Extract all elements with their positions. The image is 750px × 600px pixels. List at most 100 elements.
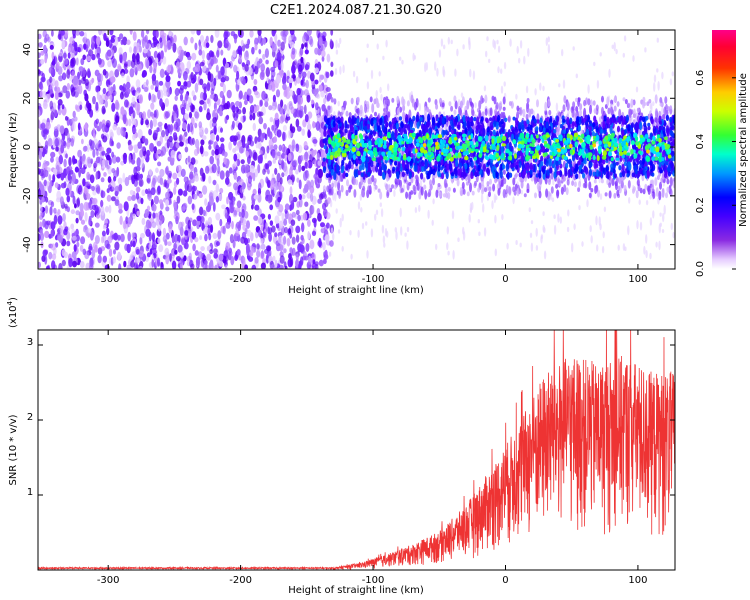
heatmap-cell bbox=[188, 138, 193, 146]
heatmap-cell bbox=[199, 145, 204, 155]
heatmap-cell bbox=[170, 36, 174, 47]
heatmap-cell bbox=[80, 167, 86, 175]
heatmap-cell bbox=[240, 159, 245, 165]
heatmap-cell bbox=[503, 81, 506, 87]
heatmap-cell bbox=[61, 72, 67, 81]
heatmap-cell bbox=[561, 48, 564, 57]
heatmap-cell bbox=[117, 234, 121, 241]
heatmap-cell bbox=[306, 123, 312, 131]
heatmap-cell bbox=[298, 179, 302, 190]
heatmap-cell bbox=[204, 233, 208, 242]
heatmap-cell bbox=[191, 90, 195, 97]
heatmap-cell bbox=[168, 172, 172, 179]
heatmap-cell bbox=[468, 40, 471, 51]
heatmap-cell bbox=[385, 39, 388, 48]
heatmap-cell bbox=[272, 255, 276, 262]
heatmap-cell bbox=[115, 101, 120, 111]
heatmap-cell bbox=[68, 156, 72, 167]
heatmap-cell bbox=[132, 213, 136, 220]
heatmap-cell bbox=[274, 215, 280, 225]
heatmap-cell bbox=[242, 195, 246, 201]
heatmap-cell bbox=[132, 127, 137, 134]
heatmap-cell bbox=[437, 164, 441, 172]
heatmap-cell bbox=[258, 116, 264, 125]
heatmap-cell bbox=[264, 222, 268, 230]
heatmap-cell bbox=[178, 153, 183, 160]
heatmap-cell bbox=[447, 187, 451, 192]
heatmap-cell bbox=[488, 58, 491, 64]
heatmap-cell bbox=[553, 224, 557, 235]
heatmap-cell bbox=[587, 84, 590, 94]
heatmap-cell bbox=[423, 184, 427, 190]
heatmap-cell bbox=[56, 61, 60, 69]
heatmap-cell bbox=[519, 40, 523, 49]
heatmap-cell bbox=[382, 55, 385, 61]
heatmap-cell bbox=[97, 57, 102, 65]
heatmap-cell bbox=[88, 49, 94, 57]
heatmap-cell bbox=[314, 79, 319, 85]
heatmap-cell bbox=[153, 146, 157, 154]
heatmap-cell bbox=[179, 141, 184, 147]
heatmap-cell bbox=[472, 70, 476, 80]
heatmap-cell bbox=[379, 191, 383, 200]
heatmap-cell bbox=[553, 214, 556, 219]
heatmap-cell bbox=[276, 51, 282, 61]
heatmap-cell bbox=[208, 62, 212, 70]
heatmap-cell bbox=[571, 242, 574, 253]
heatmap-cell bbox=[54, 137, 59, 147]
heatmap-cell bbox=[38, 33, 42, 40]
heatmap-cell bbox=[406, 100, 410, 107]
heatmap-cell bbox=[257, 30, 262, 36]
heatmap-cell bbox=[210, 88, 214, 95]
heatmap-cell bbox=[502, 188, 506, 199]
heatmap-cell bbox=[257, 155, 262, 164]
heatmap-cell bbox=[443, 44, 446, 50]
heatmap-cell bbox=[391, 184, 394, 189]
heatmap-cell bbox=[131, 96, 136, 105]
heatmap-cell bbox=[644, 183, 648, 191]
heatmap-cell bbox=[116, 126, 122, 136]
heatmap-cell bbox=[314, 176, 318, 186]
heatmap-cell bbox=[254, 168, 258, 178]
spectrogram-cells bbox=[38, 30, 675, 269]
heatmap-cell bbox=[205, 220, 209, 227]
heatmap-cell bbox=[173, 186, 177, 195]
heatmap-cell bbox=[278, 244, 284, 252]
heatmap-cell bbox=[268, 232, 272, 242]
heatmap-cell bbox=[132, 52, 136, 63]
heatmap-cell bbox=[366, 43, 369, 49]
heatmap-cell bbox=[86, 193, 91, 200]
heatmap-cell bbox=[168, 223, 173, 234]
heatmap-cell bbox=[581, 241, 584, 247]
heatmap-cell bbox=[184, 230, 189, 236]
heatmap-cell bbox=[467, 173, 471, 184]
heatmap-cell bbox=[53, 126, 59, 132]
heatmap-cell bbox=[66, 140, 71, 150]
heatmap-cell bbox=[382, 235, 386, 244]
heatmap-cell bbox=[289, 256, 294, 267]
heatmap-cell bbox=[312, 259, 316, 265]
heatmap-cell bbox=[230, 256, 235, 266]
heatmap-cell bbox=[225, 62, 230, 68]
heatmap-cell bbox=[586, 199, 589, 208]
heatmap-cell bbox=[74, 234, 80, 242]
heatmap-cell bbox=[303, 104, 307, 115]
heatmap-cell bbox=[575, 97, 578, 102]
heatmap-cell bbox=[211, 163, 217, 174]
heatmap-cell bbox=[671, 71, 674, 77]
heatmap-cell bbox=[236, 249, 241, 256]
heatmap-cell bbox=[63, 158, 67, 168]
heatmap-cell bbox=[508, 101, 512, 106]
heatmap-cell bbox=[38, 109, 41, 118]
heatmap-cell bbox=[412, 184, 416, 192]
heatmap-cell bbox=[281, 212, 285, 222]
heatmap-cell bbox=[117, 65, 122, 72]
heatmap-cell bbox=[624, 99, 628, 105]
heatmap-cell bbox=[370, 228, 374, 238]
heatmap-cell bbox=[275, 89, 281, 98]
heatmap-cell bbox=[139, 265, 143, 269]
heatmap-cell bbox=[231, 105, 236, 113]
heatmap-cell bbox=[48, 174, 52, 182]
heatmap-cell bbox=[194, 82, 199, 93]
heatmap-cell bbox=[216, 49, 220, 58]
